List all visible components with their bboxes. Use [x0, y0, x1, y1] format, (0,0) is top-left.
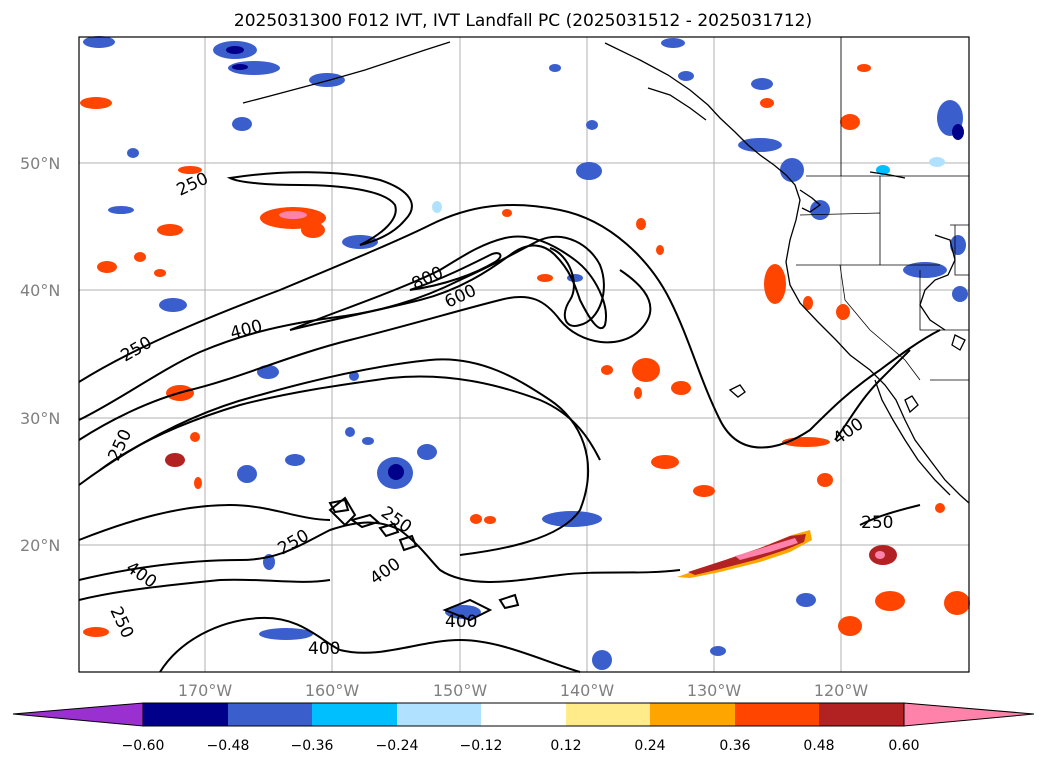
lat-label-50n: 50°N [20, 154, 60, 173]
map-frame [78, 36, 970, 673]
ivt-contours [78, 171, 941, 673]
lon-label-160w: 160°W [305, 681, 360, 700]
colorbar-tick: −0.12 [460, 738, 503, 754]
state-borders [796, 37, 969, 381]
colorbar-swatch [819, 703, 904, 726]
colorbar-tick: −0.24 [376, 738, 419, 754]
coastlines [242, 41, 970, 504]
colorbar-tick: −0.60 [122, 738, 165, 754]
contour-label-400: 400 [308, 639, 340, 659]
lon-label-140w: 140°W [560, 681, 615, 700]
lat-labels: 50°N 40°N 30°N 20°N [20, 154, 60, 555]
lat-label-20n: 20°N [20, 536, 60, 555]
colorbar-tick: 0.12 [550, 738, 581, 754]
colorbar-swatch [481, 703, 566, 726]
colorbar-swatch [397, 703, 481, 726]
colorbar-ticks: −0.60 −0.48 −0.36 −0.24 −0.12 0.12 0.24 … [122, 738, 920, 754]
colorbar-tick: 0.36 [719, 738, 750, 754]
figure-title: 2025031300 F012 IVT, IVT Landfall PC (20… [234, 11, 812, 31]
colorbar-tick: 0.48 [803, 738, 834, 754]
lon-labels: 170°W 160°W 150°W 140°W 130°W 120°W [178, 681, 869, 700]
lon-label-170w: 170°W [178, 681, 233, 700]
colorbar-tick: 0.60 [888, 738, 919, 754]
gridlines [79, 37, 969, 672]
lon-label-120w: 120°W [814, 681, 869, 700]
ivt-pc-shading [80, 36, 970, 670]
colorbar-swatch [735, 703, 819, 726]
colorbar-tick: 0.24 [634, 738, 665, 754]
colorbar-extend-low [12, 702, 144, 727]
lon-label-150w: 150°W [433, 681, 488, 700]
colorbar-extend-high [903, 702, 1035, 727]
lat-label-40n: 40°N [20, 281, 60, 300]
map-panel: 250 250 250 250 250 250 250 400 400 400 … [78, 36, 970, 673]
lat-label-30n: 30°N [20, 409, 60, 428]
colorbar-swatch [228, 703, 312, 726]
colorbar-swatch [650, 703, 735, 726]
contour-label-400: 400 [445, 612, 477, 632]
colorbar-swatch [312, 703, 397, 726]
colorbar: −0.60 −0.48 −0.36 −0.24 −0.12 0.12 0.24 … [12, 702, 1035, 754]
colorbar-tick: −0.36 [291, 738, 334, 754]
lon-label-130w: 130°W [687, 681, 742, 700]
colorbar-tick: −0.48 [207, 738, 250, 754]
colorbar-swatch [566, 703, 650, 726]
contour-label-250: 250 [861, 513, 893, 533]
colorbar-swatch [143, 703, 228, 726]
